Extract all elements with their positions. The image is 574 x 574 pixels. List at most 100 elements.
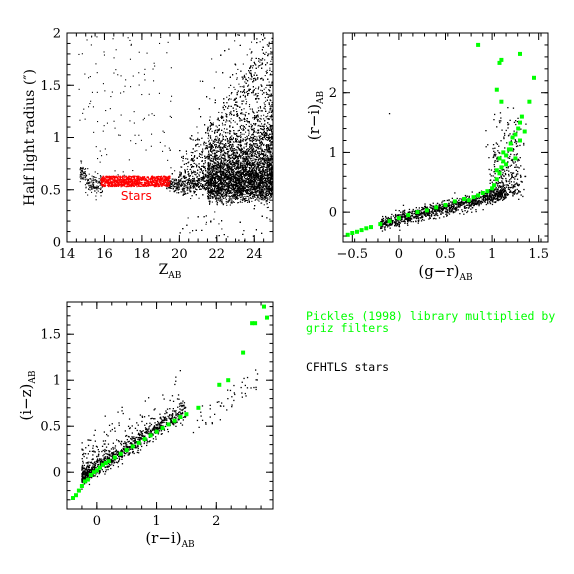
object-point xyxy=(224,124,226,126)
object-point xyxy=(242,78,244,80)
object-point xyxy=(192,148,194,150)
object-point xyxy=(238,148,240,150)
object-point xyxy=(238,34,240,36)
object-point xyxy=(271,132,273,134)
object-point xyxy=(256,176,258,178)
object-point xyxy=(239,155,241,157)
object-point xyxy=(195,145,197,147)
object-point xyxy=(263,114,265,116)
object-point xyxy=(204,188,206,190)
object-point xyxy=(256,182,258,184)
object-point xyxy=(228,87,230,89)
object-point xyxy=(216,151,218,153)
object-point xyxy=(214,164,216,166)
object-point xyxy=(248,148,250,150)
object-point xyxy=(226,120,228,122)
object-point xyxy=(254,160,256,162)
object-point xyxy=(205,170,207,172)
object-point xyxy=(205,157,207,159)
object-point xyxy=(178,179,180,181)
object-point xyxy=(215,168,217,170)
object-point xyxy=(209,150,211,152)
object-point xyxy=(267,181,269,183)
object-point xyxy=(220,141,222,143)
object-point xyxy=(210,137,212,139)
object-point xyxy=(254,63,256,65)
object-point xyxy=(245,103,247,105)
object-point xyxy=(248,122,250,124)
object-point xyxy=(260,174,262,176)
object-point xyxy=(215,159,217,161)
object-point xyxy=(248,70,250,72)
object-point xyxy=(218,111,220,113)
object-point xyxy=(255,98,257,100)
object-point xyxy=(191,154,193,156)
object-point xyxy=(237,130,239,132)
object-point xyxy=(223,102,225,104)
object-point xyxy=(189,180,191,182)
object-point xyxy=(229,158,231,160)
object-point xyxy=(252,90,254,92)
object-point xyxy=(219,135,221,137)
object-point xyxy=(271,125,273,127)
object-point xyxy=(201,185,203,187)
object-point xyxy=(265,133,267,135)
object-point xyxy=(226,128,228,130)
object-point xyxy=(249,169,251,171)
object-point xyxy=(253,123,255,125)
object-point xyxy=(264,37,266,39)
object-point xyxy=(222,136,224,138)
object-point xyxy=(255,79,257,81)
object-point xyxy=(220,160,222,162)
object-point xyxy=(260,144,262,146)
object-point xyxy=(183,193,185,195)
object-point xyxy=(250,178,252,180)
object-point xyxy=(258,178,260,180)
object-point xyxy=(260,135,262,137)
object-point xyxy=(187,158,189,160)
object-point xyxy=(231,114,233,116)
object-point xyxy=(199,171,201,173)
object-point xyxy=(209,178,211,180)
object-point xyxy=(225,106,227,108)
object-point xyxy=(233,130,235,132)
object-point xyxy=(266,179,268,181)
object-point xyxy=(206,182,208,184)
object-point xyxy=(204,183,206,185)
object-point xyxy=(248,121,250,123)
object-point xyxy=(240,119,242,121)
object-point xyxy=(249,104,251,106)
object-point xyxy=(211,58,213,60)
object-point xyxy=(208,169,210,171)
object-point xyxy=(223,98,225,100)
object-point xyxy=(268,145,270,147)
object-point xyxy=(225,152,227,154)
object-point xyxy=(252,164,254,166)
object-point xyxy=(263,88,265,90)
object-point xyxy=(257,114,259,116)
object-point xyxy=(215,155,217,157)
object-point xyxy=(210,145,212,147)
object-point xyxy=(229,163,231,165)
object-point xyxy=(226,177,228,179)
object-point xyxy=(268,43,270,45)
object-point xyxy=(250,65,252,67)
object-point xyxy=(260,151,262,153)
object-point xyxy=(252,91,254,93)
object-point xyxy=(202,177,204,179)
object-point xyxy=(221,122,223,124)
object-point xyxy=(196,150,198,152)
object-point xyxy=(245,91,247,93)
object-point xyxy=(271,56,273,58)
object-point xyxy=(184,176,186,178)
object-point xyxy=(239,96,241,98)
object-point xyxy=(214,184,216,186)
object-point xyxy=(208,185,210,187)
object-point xyxy=(267,55,269,57)
object-point xyxy=(243,146,245,148)
object-point xyxy=(193,171,195,173)
object-point xyxy=(266,132,268,134)
object-point xyxy=(204,148,206,150)
object-point xyxy=(200,184,202,186)
object-point xyxy=(248,157,250,159)
